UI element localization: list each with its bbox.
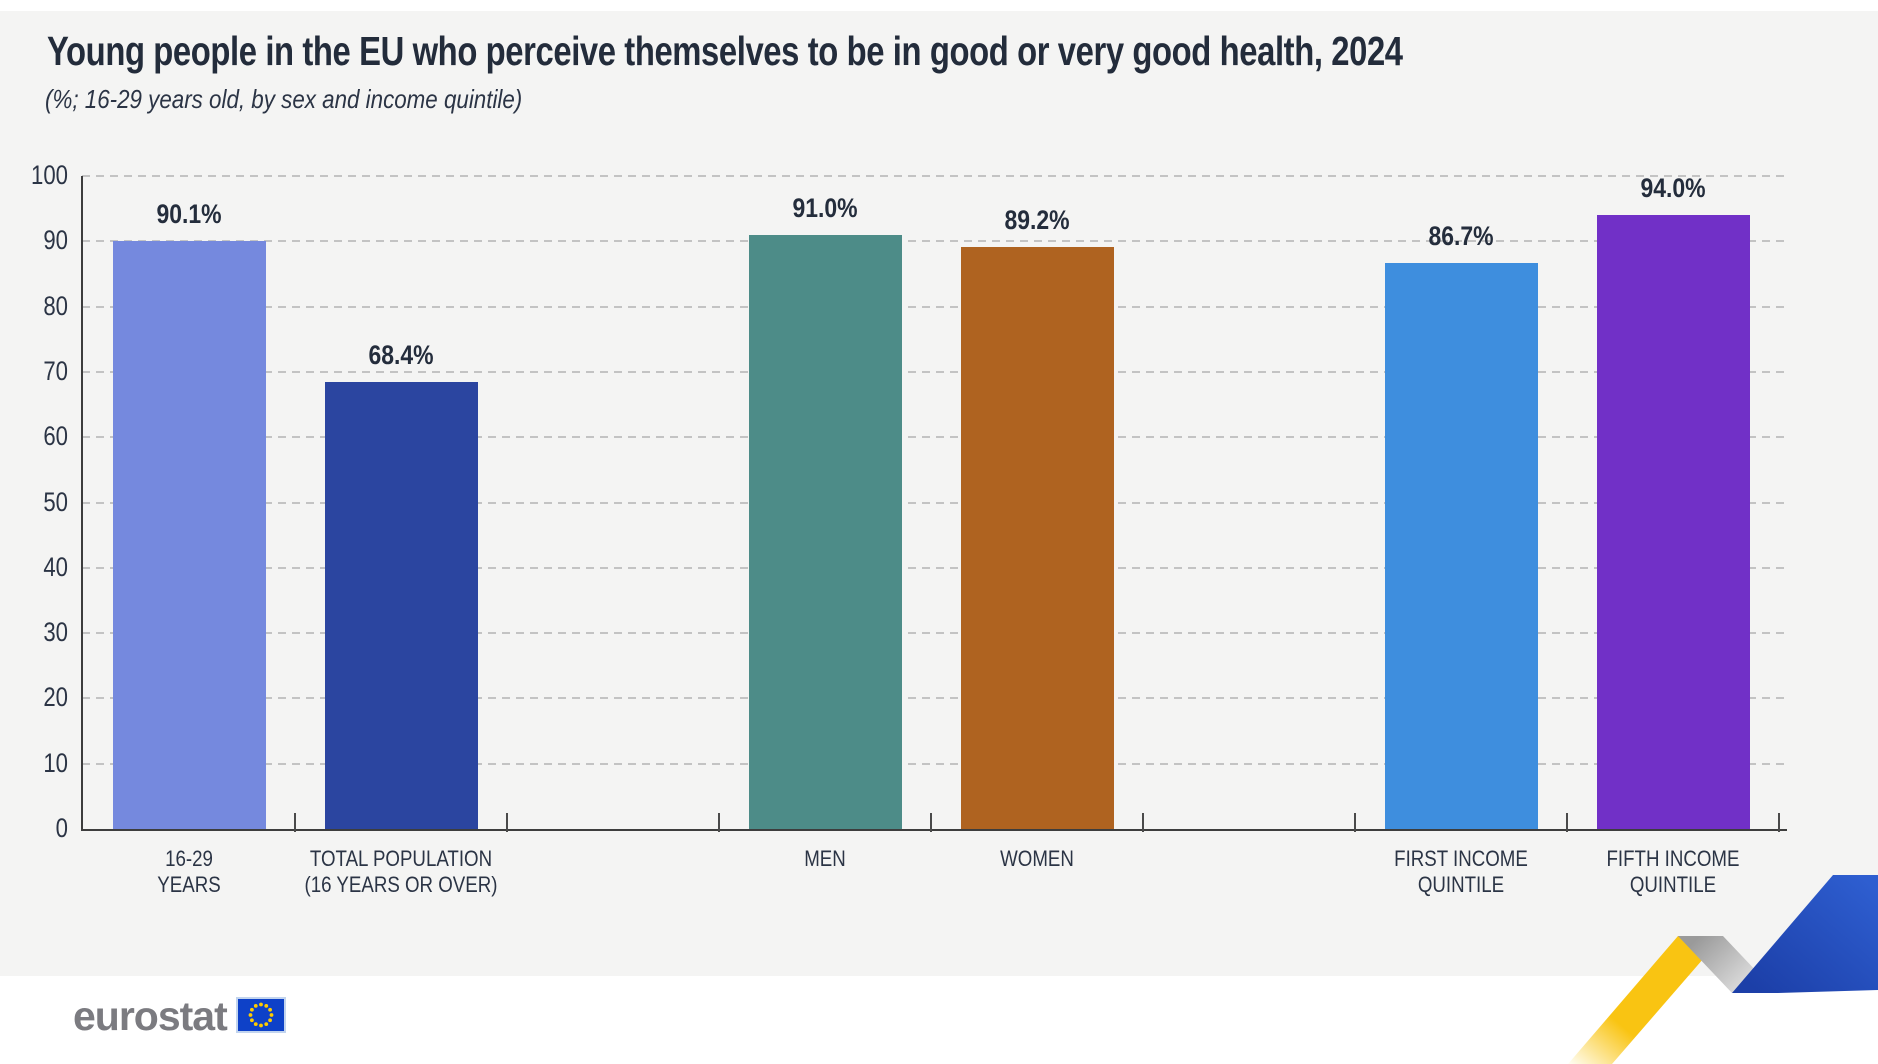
gridline-10 <box>82 762 1786 765</box>
bar-value-label-first-income-quintile: 86.7% <box>1428 220 1494 251</box>
category-label-total-population-16-years-or-over: TOTAL POPULATION (16 YEARS OR OVER) <box>304 846 498 897</box>
y-axis-label-100: 100 <box>31 160 68 190</box>
x-axis-tick-4 <box>930 813 932 832</box>
gridline-100 <box>82 175 1786 177</box>
eurostat-logo-text: eurostat <box>73 993 228 1039</box>
x-axis-tick-2 <box>506 813 508 832</box>
bar-value-label-fifth-income-quintile: 94.0% <box>1640 173 1706 204</box>
y-axis-label-30: 30 <box>43 617 68 648</box>
y-axis-label-70: 70 <box>43 355 68 386</box>
chart-subtitle: (%; 16-29 years old, by sex and income q… <box>45 84 523 114</box>
category-label-men: MEN <box>804 846 846 871</box>
gridline-50 <box>82 501 1786 504</box>
bar-16-29-years <box>112 240 266 829</box>
gridline-90 <box>82 240 1786 243</box>
category-label-women: WOMEN <box>1000 846 1074 871</box>
y-axis-label-60: 60 <box>43 421 68 452</box>
y-axis-label-80: 80 <box>43 290 68 321</box>
gridline-40 <box>82 566 1786 569</box>
category-label-16-29-years: 16-29 YEARS <box>157 846 221 897</box>
x-axis-tick-1 <box>294 813 296 832</box>
bar-value-label-16-29-years: 90.1% <box>156 198 222 229</box>
gridline-60 <box>82 436 1786 439</box>
gridline-20 <box>82 697 1786 700</box>
category-label-first-income-quintile: FIRST INCOME QUINTILE <box>1394 846 1528 897</box>
eu-flag-icon <box>236 997 286 1033</box>
x-axis-tick-5 <box>1142 813 1144 832</box>
y-axis-label-90: 90 <box>43 225 68 256</box>
y-axis-line <box>81 176 83 831</box>
y-axis-label-40: 40 <box>43 551 68 582</box>
x-axis-tick-6 <box>1354 813 1356 832</box>
gridline-30 <box>82 632 1786 635</box>
bar-value-label-women: 89.2% <box>1004 204 1070 235</box>
x-axis-tick-7 <box>1566 813 1568 832</box>
x-axis-tick-3 <box>718 813 720 832</box>
zigzag-trend-icon <box>1568 875 1878 1064</box>
chart-background <box>0 11 1878 976</box>
x-axis-tick-8 <box>1778 813 1780 832</box>
x-axis-line <box>81 829 1787 831</box>
y-axis-label-20: 20 <box>43 682 68 713</box>
bar-value-label-men: 91.0% <box>792 192 858 223</box>
bar-first-income-quintile <box>1384 262 1538 829</box>
bar-men <box>748 234 902 829</box>
y-axis-label-10: 10 <box>43 747 68 778</box>
gridline-80 <box>82 305 1786 308</box>
gridline-70 <box>82 370 1786 373</box>
bar-fifth-income-quintile <box>1596 215 1750 829</box>
y-axis-label-0: 0 <box>55 813 68 843</box>
bar-women <box>960 246 1114 829</box>
bar-value-label-total-population-16-years-or-over: 68.4% <box>368 340 434 371</box>
bar-total-population-16-years-or-over <box>324 382 478 829</box>
chart-title: Young people in the EU who perceive them… <box>47 28 1403 74</box>
y-axis-label-50: 50 <box>43 486 68 517</box>
footer-band <box>0 976 1878 1064</box>
category-label-fifth-income-quintile: FIFTH INCOME QUINTILE <box>1606 846 1740 897</box>
